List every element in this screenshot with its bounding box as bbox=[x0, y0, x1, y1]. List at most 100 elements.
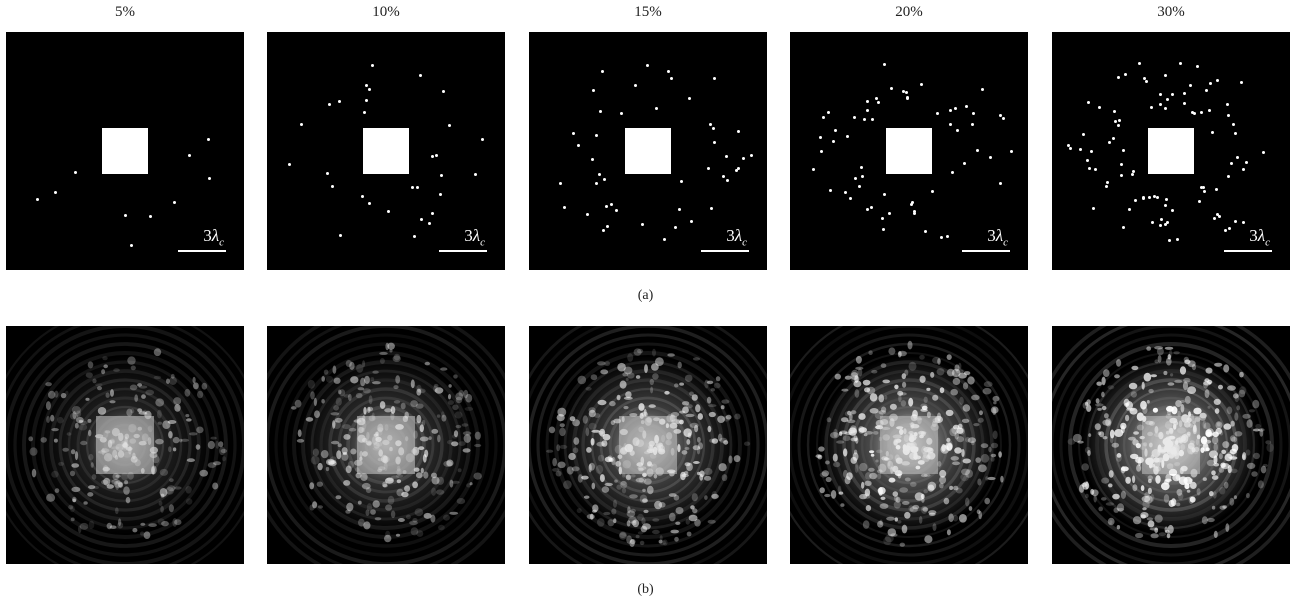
scatterer-dot bbox=[1166, 98, 1169, 101]
scatterer-dot bbox=[946, 235, 949, 238]
scatterer-dot bbox=[712, 127, 715, 130]
scatterer-dot bbox=[365, 99, 368, 102]
scatterer-dot bbox=[965, 105, 968, 108]
scatterer-dot bbox=[431, 155, 434, 158]
scatterer-dot bbox=[742, 157, 745, 160]
scatterer-dot bbox=[951, 171, 954, 174]
scatterer-dot bbox=[1164, 223, 1167, 226]
scatterer-dot bbox=[1218, 215, 1221, 218]
scale-bar bbox=[178, 250, 226, 252]
scatterer-dot bbox=[1176, 238, 1179, 241]
scatterer-dot bbox=[713, 141, 716, 144]
scatterer-dot bbox=[999, 114, 1002, 117]
scatterer-dot bbox=[599, 110, 602, 113]
scatterer-dot bbox=[954, 107, 957, 110]
scatterer-dot bbox=[822, 116, 825, 119]
scatterer-dot bbox=[1122, 149, 1125, 152]
scatterer-dot bbox=[910, 203, 913, 206]
scatterer-dot bbox=[849, 197, 852, 200]
scatterer-dot bbox=[871, 118, 874, 121]
scatterer-dot bbox=[902, 90, 905, 93]
scatterer-dot bbox=[207, 138, 210, 141]
column-label-5: 5% bbox=[115, 4, 135, 20]
scatterer-dot bbox=[601, 70, 604, 73]
scatterer-dot bbox=[1067, 144, 1070, 147]
scatterer-dot bbox=[861, 175, 864, 178]
scatterer-dot bbox=[655, 107, 658, 110]
scatterer-dot bbox=[1205, 89, 1208, 92]
scatterer-dot bbox=[726, 179, 729, 182]
scatterer-dot bbox=[1159, 224, 1162, 227]
scatterer-dot bbox=[1124, 73, 1127, 76]
scatterer-dot bbox=[572, 132, 575, 135]
target-square bbox=[1148, 128, 1194, 174]
scatterer-dot bbox=[725, 155, 728, 158]
scatterer-dot bbox=[595, 182, 598, 185]
scatterer-dot bbox=[722, 175, 725, 178]
scatterer-dot bbox=[1179, 62, 1182, 65]
scatterer-dot bbox=[832, 140, 835, 143]
scatterer-dot bbox=[610, 203, 613, 206]
scatterer-dot bbox=[591, 158, 594, 161]
scatterer-dot bbox=[1171, 209, 1174, 212]
scatterer-dot bbox=[883, 63, 886, 66]
scatterer-dot bbox=[1160, 218, 1163, 221]
scatterer-dot bbox=[1245, 161, 1248, 164]
scatterer-dot bbox=[972, 112, 975, 115]
scatterer-dot bbox=[971, 123, 974, 126]
scatterer-dot bbox=[1227, 175, 1230, 178]
scatterer-dot bbox=[1216, 79, 1219, 82]
layout-panel-10: 3λc bbox=[267, 32, 505, 270]
scatterer-dot bbox=[1010, 150, 1013, 153]
reconstruction-image bbox=[6, 326, 244, 564]
scatterer-dot bbox=[559, 182, 562, 185]
scale-bar bbox=[1224, 250, 1272, 252]
scatterer-dot bbox=[1240, 81, 1243, 84]
scale-bar bbox=[962, 250, 1010, 252]
scatterer-dot bbox=[1122, 226, 1125, 229]
scale-bar-label: 3λc bbox=[726, 225, 747, 248]
scatterer-dot bbox=[605, 205, 608, 208]
scatterer-dot bbox=[1234, 132, 1237, 135]
scatterer-dot bbox=[1113, 110, 1116, 113]
scatterer-dot bbox=[853, 116, 856, 119]
scatterer-dot bbox=[1151, 221, 1154, 224]
layout-panel-30: 3λc bbox=[1052, 32, 1290, 270]
scatterer-dot bbox=[419, 74, 422, 77]
scatterer-dot bbox=[1112, 137, 1115, 140]
scale-bar bbox=[701, 250, 749, 252]
scatterer-dot bbox=[1198, 200, 1201, 203]
scatterer-dot bbox=[1120, 174, 1123, 177]
scatterer-dot bbox=[331, 185, 334, 188]
scatterer-dot bbox=[428, 222, 431, 225]
recon-panel-20 bbox=[790, 326, 1028, 564]
scatterer-dot bbox=[877, 101, 880, 104]
scatterer-dot bbox=[924, 230, 927, 233]
scatterer-dot bbox=[1226, 103, 1229, 106]
scatterer-dot bbox=[883, 193, 886, 196]
scatterer-dot bbox=[1128, 208, 1131, 211]
scatterer-dot bbox=[435, 154, 438, 157]
scatterer-dot bbox=[667, 70, 670, 73]
scatterer-dot bbox=[812, 168, 815, 171]
scatterer-dot bbox=[1191, 111, 1194, 114]
scatterer-dot bbox=[615, 209, 618, 212]
scatterer-dot bbox=[411, 186, 414, 189]
scatterer-dot bbox=[1183, 102, 1186, 105]
scatterer-dot bbox=[1088, 167, 1091, 170]
scatterer-dot bbox=[606, 225, 609, 228]
scatterer-dot bbox=[1098, 106, 1101, 109]
scatterer-dot bbox=[913, 212, 916, 215]
scatterer-dot bbox=[1114, 120, 1117, 123]
target-square bbox=[886, 128, 932, 174]
scatterer-dot bbox=[1211, 131, 1214, 134]
scatterer-dot bbox=[949, 123, 952, 126]
scatterer-dot bbox=[420, 218, 423, 221]
scatterer-dot bbox=[858, 185, 861, 188]
reconstruction-image bbox=[1052, 326, 1290, 564]
scatterer-dot bbox=[431, 212, 434, 215]
scatterer-dot bbox=[888, 212, 891, 215]
column-label-30: 30% bbox=[1157, 4, 1185, 20]
scatterer-dot bbox=[1230, 162, 1233, 165]
scatterer-dot bbox=[963, 162, 966, 165]
